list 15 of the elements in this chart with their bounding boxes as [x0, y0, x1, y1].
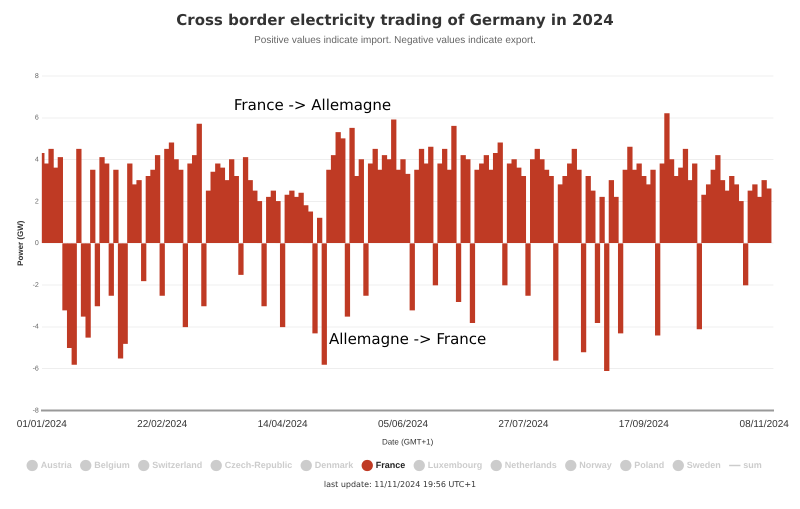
x-axis-title: Date (GMT+1) — [382, 437, 434, 446]
annotation: France -> Allemagne — [234, 96, 392, 114]
text: last update: 11/11/2024 19:56 UTC+1 — [322, 480, 478, 489]
x-tick-label: 27/07/2024 — [498, 419, 549, 430]
x-tick-label: 22/02/2024 — [137, 419, 188, 430]
x-tick-label: 08/11/2024 — [740, 419, 790, 430]
x-tick-label: 17/09/2024 — [618, 419, 670, 430]
chart-title: Cross border electricity trading of Germany in 2024 — [176, 10, 614, 29]
legend-label: France — [376, 460, 406, 470]
x-tick-label: 05/06/2024 — [378, 419, 428, 430]
y-axis-title: Power (GW) — [16, 220, 26, 266]
x-tick-label: 14/04/2024 — [258, 419, 308, 430]
annotation: Allemagne -> France — [328, 330, 486, 348]
x-tick-label: 01/01/2024 — [16, 419, 68, 430]
chart-subtitle: Positive values indicate import. Negative values indicate export. — [254, 34, 536, 46]
